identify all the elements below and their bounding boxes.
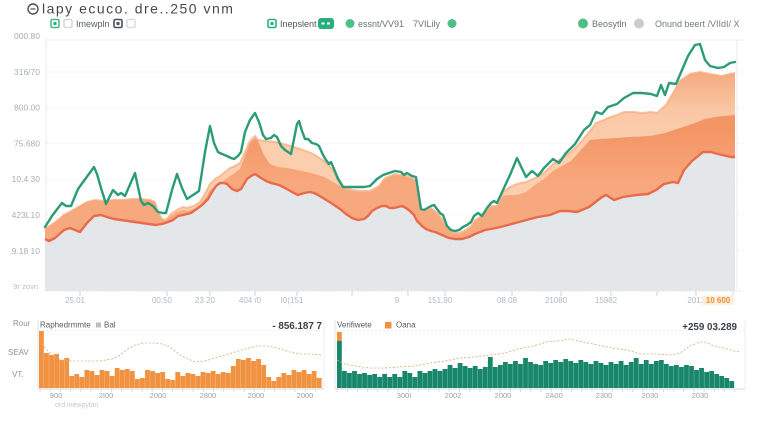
- svg-text:23 20: 23 20: [195, 296, 216, 305]
- svg-text:00.50: 00.50: [152, 296, 173, 305]
- svg-text:Oana: Oana: [396, 321, 416, 330]
- svg-text:Raphedrmmte: Raphedrmmte: [40, 321, 91, 330]
- svg-text:2300: 2300: [596, 391, 613, 400]
- svg-text:2000: 2000: [297, 391, 314, 400]
- svg-text:Inepslent: Inepslent: [280, 19, 317, 29]
- svg-text:25.01: 25.01: [65, 296, 86, 305]
- svg-text:000.80: 000.80: [14, 31, 40, 41]
- svg-text:lapy ecuco. dre..250 vnm: lapy ecuco. dre..250 vnm: [42, 1, 234, 17]
- svg-text:7VILily: 7VILily: [413, 19, 441, 29]
- svg-text:Rour: Rour: [13, 319, 31, 328]
- svg-text:423L10: 423L10: [12, 210, 41, 220]
- svg-text:2I00: 2I00: [99, 391, 114, 400]
- svg-text:316/70: 316/70: [14, 67, 40, 77]
- svg-text:Verifiwete: Verifiwete: [337, 321, 372, 330]
- svg-text:9r zovn: 9r zovn: [13, 282, 38, 291]
- svg-text:2A00: 2A00: [545, 391, 563, 400]
- svg-text:2030: 2030: [692, 391, 709, 400]
- svg-text:2000: 2000: [248, 391, 265, 400]
- svg-text:21080: 21080: [545, 296, 568, 305]
- svg-text:800.00: 800.00: [14, 103, 40, 113]
- svg-text:+259 03.289: +259 03.289: [682, 322, 737, 333]
- svg-text:9.18 10: 9.18 10: [12, 246, 41, 256]
- svg-text:Beosytln: Beosytln: [592, 19, 627, 29]
- svg-text:151.90: 151.90: [428, 296, 453, 305]
- svg-text:2002: 2002: [445, 391, 462, 400]
- svg-text:I0(151: I0(151: [281, 296, 304, 305]
- svg-text:2000: 2000: [495, 391, 512, 400]
- svg-text:2030: 2030: [642, 391, 659, 400]
- svg-text:08.08: 08.08: [497, 296, 518, 305]
- svg-text:2800: 2800: [200, 391, 217, 400]
- svg-text:10.4 30: 10.4 30: [12, 174, 41, 184]
- svg-text:essnt/VV91: essnt/VV91: [358, 19, 404, 29]
- svg-text:2000: 2000: [150, 391, 167, 400]
- svg-text:75.680: 75.680: [14, 138, 40, 148]
- svg-text:300I: 300I: [397, 391, 412, 400]
- svg-text:ord inewpylan: ord inewpylan: [55, 402, 98, 409]
- svg-text:VT.: VT.: [12, 370, 24, 379]
- svg-text:SEAV: SEAV: [8, 348, 29, 357]
- svg-text:9: 9: [395, 296, 400, 305]
- svg-text:15982: 15982: [595, 296, 618, 305]
- svg-text:404 /0: 404 /0: [239, 296, 262, 305]
- svg-text:- 856.187 7: - 856.187 7: [272, 321, 322, 332]
- svg-text:Bal: Bal: [104, 321, 116, 330]
- svg-text:Onund beert /VIIdI/ X: Onund beert /VIIdI/ X: [655, 19, 740, 29]
- svg-text:900: 900: [50, 391, 63, 400]
- svg-text:Imewpln: Imewpln: [76, 19, 110, 29]
- svg-text:2011: 2011: [687, 296, 705, 305]
- svg-text:10 600: 10 600: [706, 296, 731, 305]
